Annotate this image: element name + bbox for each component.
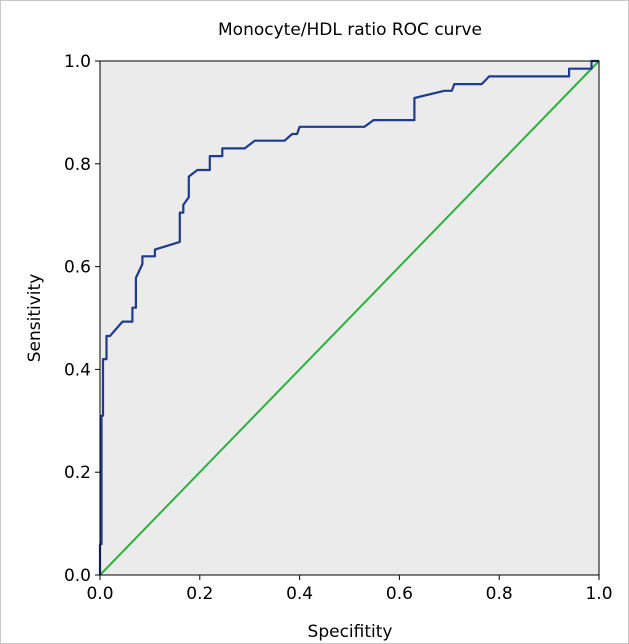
reference-diagonal-line <box>99 60 600 576</box>
roc-curve-line <box>98 59 599 575</box>
y-tick-label: 0.8 <box>64 155 91 175</box>
x-tick-label: 0.4 <box>286 584 313 604</box>
y-tick-label: 1.0 <box>64 52 91 72</box>
x-tick-label: 0.0 <box>86 584 113 604</box>
x-tick-label: 1.0 <box>585 584 612 604</box>
y-tick-label: 0.4 <box>64 360 91 380</box>
series-layer <box>98 59 600 576</box>
axes-layer: 0.0 0.2 0.4 0.6 0.8 1.0 0.0 0.2 0.4 0.6 0.8 1.0 <box>64 52 613 604</box>
chart-title: Monocyte/HDL ratio ROC curve <box>218 20 482 40</box>
x-tick-label: 0.2 <box>186 584 213 604</box>
x-tick-label: 0.8 <box>486 584 513 604</box>
y-tick-label: 0.6 <box>64 258 91 278</box>
x-tick-label: 0.6 <box>386 584 413 604</box>
plot-border <box>99 60 600 576</box>
x-axis-label: Specifitity <box>308 622 393 642</box>
y-tick-label: 0.2 <box>64 463 91 483</box>
y-axis-label: Sensitivity <box>25 274 45 363</box>
y-tick-label: 0.0 <box>64 566 91 586</box>
